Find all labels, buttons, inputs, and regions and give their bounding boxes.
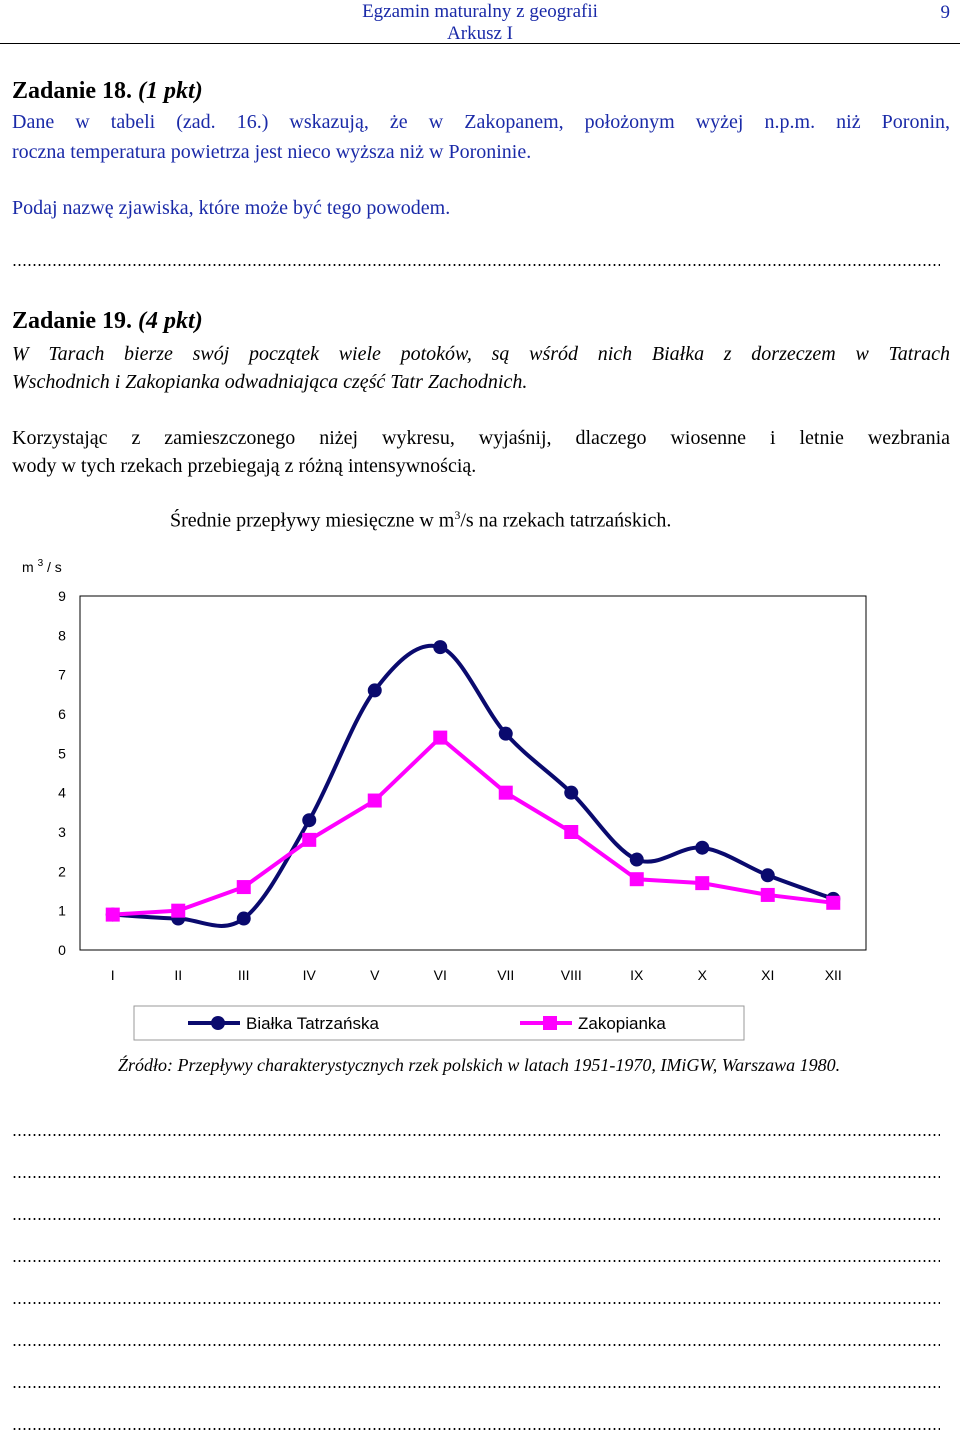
task-19-intro-line2: Wschodnich i Zakopianka odwadniająca czę… [12, 371, 528, 393]
data-point-bialka [760, 868, 775, 883]
answer-line[interactable] [12, 1258, 940, 1264]
data-point-bialka [236, 911, 251, 926]
x-tick-label: I [111, 967, 115, 983]
y-tick-label: 0 [58, 942, 66, 958]
data-point-zakopianka [105, 907, 120, 922]
page-header [0, 0, 960, 44]
data-point-zakopianka [629, 872, 644, 887]
x-tick-label: XII [825, 967, 842, 983]
answer-line[interactable] [12, 1300, 940, 1306]
task-18-title: Zadanie 18. (1 pkt) [12, 78, 203, 105]
task-19-question-line2: wody w tych rzekach przebiegają z różną … [12, 455, 477, 477]
plot-area [79, 595, 867, 951]
series-line-bialka [112, 643, 834, 928]
data-point-zakopianka [695, 876, 710, 891]
legend-marker [211, 1016, 225, 1030]
y-axis-label-rest: / s [43, 559, 62, 575]
series-layer [105, 640, 841, 928]
y-tick-label: 9 [58, 588, 66, 604]
legend-label: Zakopianka [578, 1014, 666, 1033]
data-point-bialka [367, 683, 382, 698]
task-18-points: (1 pkt) [138, 78, 203, 104]
y-tick-label: 8 [58, 627, 66, 643]
data-point-bialka [695, 840, 710, 855]
data-point-zakopianka [236, 880, 251, 895]
data-point-zakopianka [171, 903, 186, 918]
data-point-zakopianka [564, 825, 579, 839]
chart-source: Źródło: Przepływy charakterystycznych rz… [118, 1055, 841, 1075]
data-point-zakopianka [367, 793, 382, 808]
y-axis-label-unit: m [22, 559, 38, 575]
task-19-label: Zadanie 19. [12, 308, 133, 334]
answer-line[interactable] [12, 1384, 940, 1390]
task-18-text-line1: Dane w tabeli (zad. 16.) wskazują, że w … [12, 111, 950, 133]
answer-line[interactable] [12, 262, 940, 268]
series-line-zakopianka [112, 735, 834, 917]
data-point-zakopianka [760, 887, 775, 902]
task-19-intro-line1: W Tarach bierze swój początek wiele poto… [12, 343, 950, 365]
x-tick-label: IV [303, 967, 317, 983]
y-tick-label: 2 [58, 863, 66, 879]
x-tick-label: VI [434, 967, 447, 983]
data-point-bialka [629, 852, 644, 867]
task-18-label: Zadanie 18. [12, 78, 133, 104]
legend-box [133, 1005, 745, 1041]
chart-title: Średnie przepływy miesięczne w m3/s na r… [170, 508, 671, 533]
y-tick-label: 7 [58, 667, 66, 683]
y-tick-label: 4 [58, 785, 66, 801]
x-tick-label: IX [630, 967, 644, 983]
answer-line[interactable] [12, 1174, 940, 1180]
answer-line[interactable] [12, 1342, 940, 1348]
y-tick-label: 6 [58, 706, 66, 722]
task-18-question: Podaj nazwę zjawiska, które może być teg… [12, 197, 451, 219]
data-point-bialka [498, 726, 513, 741]
data-point-bialka [302, 813, 317, 828]
task-18-text-line2: roczna temperatura powietrza jest nieco … [12, 141, 532, 163]
data-point-bialka [564, 785, 579, 800]
legend-label: Białka Tatrzańska [246, 1014, 379, 1033]
chart-title-text: Średnie przepływy miesięczne w m [170, 509, 455, 532]
y-axis-ticks: 0 1 2 3 4 5 6 7 8 9 [58, 588, 66, 958]
y-tick-label: 3 [58, 824, 66, 840]
header-sheet: Arkusz I [447, 23, 513, 44]
data-point-bialka [433, 640, 448, 655]
x-tick-label: V [370, 967, 380, 983]
answer-line[interactable] [12, 1216, 940, 1222]
answer-line[interactable] [12, 1426, 940, 1432]
y-axis-label: m 3 / s [22, 558, 62, 575]
x-tick-label: X [698, 967, 708, 983]
data-point-zakopianka [498, 785, 513, 800]
answer-line[interactable] [12, 1132, 940, 1138]
task-19-title: Zadanie 19. (4 pkt) [12, 308, 203, 335]
x-tick-label: VIII [561, 967, 582, 983]
data-point-zakopianka [826, 895, 841, 910]
x-tick-label: VII [497, 967, 514, 983]
page-number: 9 [940, 2, 951, 23]
y-axis-label-sup: 3 [38, 558, 44, 569]
x-tick-label: II [174, 967, 182, 983]
data-point-zakopianka [302, 832, 317, 847]
data-point-zakopianka [433, 730, 448, 745]
y-tick-label: 1 [58, 903, 66, 919]
x-axis-ticks: I II III IV V VI VII VIII IX X XI XII [111, 967, 842, 983]
header-exam-title: Egzamin maturalny z geografii [362, 1, 598, 22]
x-tick-label: III [238, 967, 250, 983]
legend-marker [543, 1016, 557, 1030]
task-19-question-line1: Korzystając z zamieszczonego niżej wykre… [12, 427, 950, 449]
legend: Białka Tatrzańska Zakopianka [188, 1014, 666, 1033]
x-tick-label: XI [761, 967, 774, 983]
y-tick-label: 5 [58, 745, 66, 761]
chart-title-sup: 3 [454, 508, 461, 522]
task-19-points: (4 pkt) [138, 308, 203, 334]
chart-title-text-end: /s na rzekach tatrzańskich. [460, 509, 672, 532]
